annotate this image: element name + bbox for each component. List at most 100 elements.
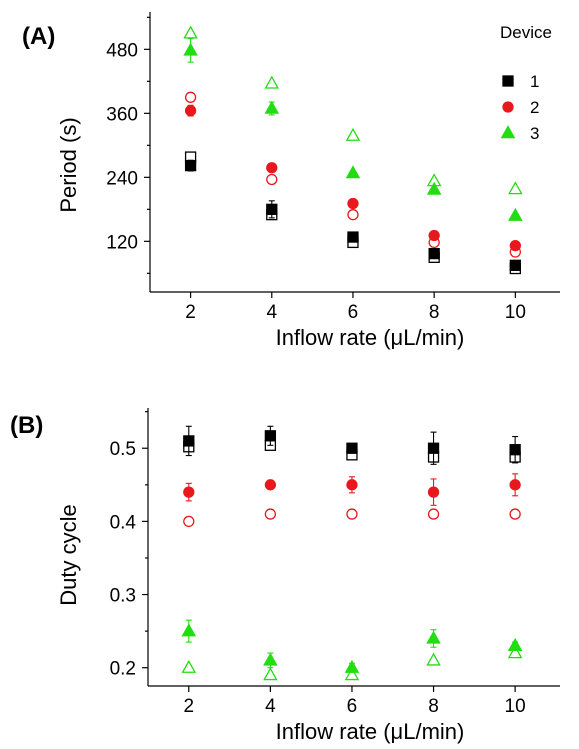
panel-b-y-tick-label: 0.2 <box>110 659 136 680</box>
data-point <box>264 439 277 451</box>
panel-b-x-tick-label: 6 <box>347 696 358 717</box>
data-point <box>346 479 358 491</box>
data-point <box>263 652 278 666</box>
panel-b-x-tick-label: 2 <box>184 696 195 717</box>
panel-b-marks <box>181 425 523 681</box>
data-point <box>183 486 195 498</box>
data-point <box>184 105 197 117</box>
data-point <box>264 508 277 520</box>
data-point <box>509 246 521 258</box>
panel-b-series-3-open <box>181 645 523 681</box>
panel-a-y-tick-label: 120 <box>106 232 138 253</box>
panel-b-x-tick-label: 10 <box>505 696 526 717</box>
data-point <box>428 247 440 260</box>
data-point <box>346 508 358 520</box>
data-point <box>266 162 278 174</box>
legend-label-3: 3 <box>530 124 539 143</box>
data-point <box>344 659 360 673</box>
legend-label-1: 1 <box>530 72 539 91</box>
panel-a-label: (A) <box>22 23 55 50</box>
data-point <box>426 652 441 666</box>
panel-b-x-axis-title: Inflow rate (μL/min) <box>276 719 465 744</box>
data-point <box>266 173 278 186</box>
data-point <box>507 637 523 651</box>
data-point <box>345 127 361 141</box>
data-point <box>183 515 195 528</box>
panel-a-x-tick-label: 4 <box>266 302 277 323</box>
panel-b-series-1-filled <box>183 425 521 465</box>
legend-marker-1 <box>502 75 514 87</box>
panel-b-x-tick-label: 8 <box>428 696 439 717</box>
data-point <box>183 42 198 56</box>
data-point <box>347 209 359 221</box>
data-point <box>427 486 440 498</box>
panel-a-x-tick-label: 10 <box>505 302 526 323</box>
panel-a: (A) Period (s) Inflow rate (μL/min) 2 4 6 8… <box>22 12 560 350</box>
data-point <box>346 449 358 461</box>
panel-a-series-2-open <box>184 91 521 258</box>
panel-b-x-tick-label: 4 <box>265 696 276 717</box>
panel-b-series-2-open <box>183 508 521 528</box>
data-point <box>266 209 278 221</box>
panel-a-y-axis-title: Period (s) <box>56 117 81 212</box>
panel-a-x-tick-label: 8 <box>429 302 440 323</box>
panel-a-legend: Device 1 2 3 <box>500 23 552 143</box>
data-point <box>509 508 521 520</box>
data-point <box>509 259 521 271</box>
legend-marker-3 <box>500 125 516 139</box>
data-point <box>264 479 277 491</box>
legend-label-2: 2 <box>530 98 539 117</box>
data-point <box>509 444 521 456</box>
data-point <box>426 630 441 644</box>
data-point <box>509 451 521 463</box>
data-point <box>344 667 360 681</box>
data-point <box>428 236 440 249</box>
panel-a-y-tick-label: 360 <box>106 104 138 125</box>
data-point <box>184 151 197 163</box>
panel-a-y-tick-label: 240 <box>106 168 138 189</box>
panel-a-x-tick-label: 6 <box>348 302 359 323</box>
panel-a-x-tick-label: 2 <box>185 302 196 323</box>
panel-a-y-tick-label: 480 <box>106 40 138 61</box>
data-point <box>347 197 359 210</box>
panel-a-marks <box>183 25 523 275</box>
data-point <box>427 508 440 520</box>
panel-b-label: (B) <box>10 412 43 439</box>
data-point <box>183 435 195 447</box>
panel-a-series-1-open <box>184 151 521 275</box>
data-point <box>426 181 442 195</box>
panel-b-y-tick-label: 0.5 <box>110 439 136 460</box>
data-point <box>264 100 280 114</box>
data-point <box>347 236 359 249</box>
panel-b-ticks: 2 4 6 8 10 0.2 0.3 0.4 0.5 <box>110 411 526 717</box>
panel-a-series-3-open <box>183 25 523 195</box>
data-point <box>509 262 521 275</box>
panel-a-series-3-filled <box>183 38 523 221</box>
data-point <box>346 442 358 454</box>
data-point <box>183 25 198 39</box>
legend-marker-2 <box>502 101 514 113</box>
data-point <box>264 75 280 89</box>
panel-a-x-axis-title: Inflow rate (μL/min) <box>276 325 465 350</box>
data-point <box>508 181 523 195</box>
panel-b-y-tick-label: 0.3 <box>110 586 136 607</box>
panel-b-series-2-filled <box>183 473 521 506</box>
panel-b-series-1-open <box>183 439 521 463</box>
data-point <box>508 207 523 221</box>
data-point <box>184 159 197 172</box>
data-point <box>345 165 361 179</box>
panel-a-ticks: 2 4 6 8 10 120 240 360 480 <box>106 16 526 323</box>
data-point <box>428 251 440 263</box>
data-point <box>263 667 278 681</box>
legend-title: Device <box>500 23 552 42</box>
panel-b-series-3-filled <box>181 619 523 673</box>
panel-b-y-axis-title: Duty cycle <box>56 504 81 605</box>
data-point <box>427 451 440 463</box>
data-point <box>181 659 197 673</box>
panel-b-y-tick-label: 0.4 <box>110 512 137 533</box>
data-point <box>427 442 440 454</box>
data-point <box>507 645 523 659</box>
data-point <box>181 623 197 637</box>
data-point <box>426 173 442 187</box>
